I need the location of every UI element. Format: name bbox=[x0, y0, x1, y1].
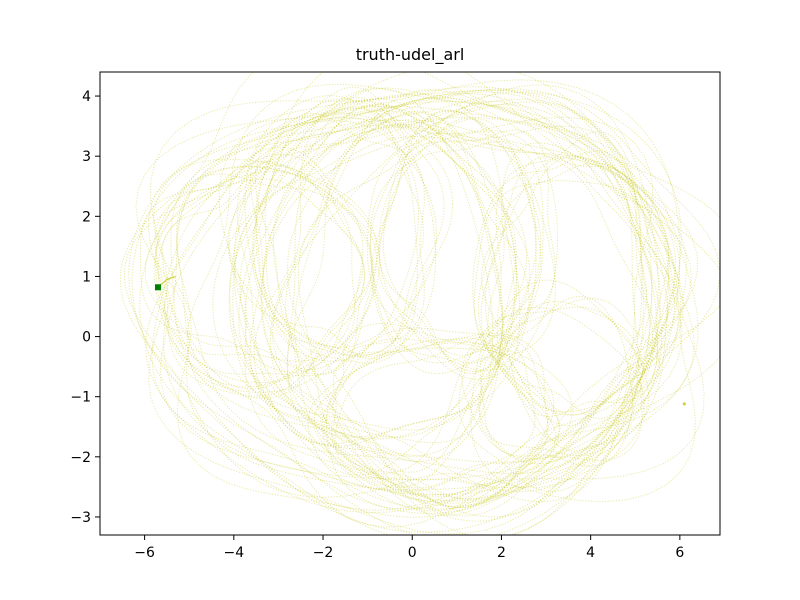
x-tick-label: 2 bbox=[497, 545, 506, 561]
trajectory-loop-20 bbox=[286, 126, 654, 498]
trajectory-loop-11 bbox=[123, 72, 697, 503]
trajectory-loop-36 bbox=[175, 166, 373, 397]
trajectory-loop-54 bbox=[378, 129, 556, 375]
trajectory-loop-88 bbox=[244, 87, 494, 457]
axes-frame bbox=[99, 71, 721, 536]
trajectory-loop-26 bbox=[262, 119, 669, 500]
trajectory-loop-48 bbox=[369, 110, 537, 364]
trajectory-loop-57 bbox=[484, 155, 679, 413]
trajectory-loop-49 bbox=[377, 139, 542, 356]
x-tick-label: −2 bbox=[313, 545, 334, 561]
trajectory-loop-76 bbox=[458, 306, 634, 492]
start-marker bbox=[154, 284, 161, 291]
y-tick-label: 0 bbox=[82, 330, 91, 346]
trajectory-loop-0 bbox=[139, 79, 681, 535]
trajectory-loop-31 bbox=[139, 153, 364, 373]
trajectory-loop-63 bbox=[472, 150, 642, 452]
x-tick-label: 0 bbox=[408, 545, 417, 561]
trajectory-loop-58 bbox=[487, 142, 685, 427]
trajectory-loop-67 bbox=[321, 327, 536, 492]
y-tick-label: 3 bbox=[82, 149, 91, 165]
trajectory-loop-19 bbox=[284, 89, 639, 517]
trajectory-loop-82 bbox=[232, 112, 518, 462]
trajectory-loop-9 bbox=[186, 83, 683, 510]
trajectory-loop-44 bbox=[244, 95, 419, 362]
trajectory-loop-83 bbox=[233, 105, 518, 440]
trajectory-loop-81 bbox=[239, 100, 521, 438]
trajectory-loop-5 bbox=[135, 100, 720, 496]
trajectory-loop-73 bbox=[461, 279, 643, 462]
trajectory-loop-6 bbox=[145, 105, 699, 514]
trajectory-loop-16 bbox=[287, 91, 682, 518]
trajectory-loop-56 bbox=[480, 156, 651, 442]
trajectory-loop-47 bbox=[264, 107, 425, 360]
trajectory-loop-65 bbox=[322, 347, 560, 502]
trajectory-loop-13 bbox=[131, 89, 653, 535]
y-tick-label: −2 bbox=[70, 450, 91, 466]
trajectory-end-point bbox=[682, 402, 686, 406]
x-tick-label: −6 bbox=[134, 545, 155, 561]
plot-area bbox=[119, 72, 720, 535]
trajectory-loop-17 bbox=[294, 97, 663, 502]
trajectory-loop-3 bbox=[148, 86, 720, 535]
trajectory-loop-75 bbox=[480, 295, 644, 467]
trajectory-loop-46 bbox=[228, 117, 419, 357]
trajectory-loop-50 bbox=[382, 141, 544, 373]
trajectory-loop-1 bbox=[159, 88, 720, 496]
trajectory-loop-22 bbox=[261, 101, 644, 535]
trajectory-loop-30 bbox=[148, 158, 378, 388]
trajectory-loop-21 bbox=[251, 119, 677, 507]
trajectory-loop-52 bbox=[371, 109, 556, 375]
trajectory-loop-39 bbox=[161, 164, 366, 375]
trajectory-loop-45 bbox=[255, 120, 438, 348]
trajectory-loop-71 bbox=[331, 337, 561, 501]
trajectory-loop-74 bbox=[479, 297, 661, 457]
trajectory-loop-32 bbox=[153, 171, 380, 393]
trajectory-loop-80 bbox=[212, 109, 504, 431]
trajectory-loop-34 bbox=[154, 178, 366, 399]
trajectory-loop-77 bbox=[478, 300, 650, 465]
trajectory-loop-28 bbox=[260, 84, 659, 493]
y-tick-label: −1 bbox=[70, 390, 91, 406]
trajectory-loop-14 bbox=[163, 116, 654, 528]
axes: −6 −4 −2 0 2 4 6 −3 −2 −1 0 1 2 3 4 bbox=[70, 71, 721, 561]
trajectory-loop-51 bbox=[369, 117, 542, 372]
trajectory-loop-40 bbox=[254, 96, 454, 364]
trajectory-loop-85 bbox=[249, 110, 530, 473]
trajectory-loop-66 bbox=[334, 334, 549, 508]
trajectory-loop-15 bbox=[170, 92, 676, 489]
trajectory-loop-53 bbox=[366, 118, 537, 364]
trajectory-loop-2 bbox=[119, 72, 705, 511]
trajectory-loop-86 bbox=[228, 97, 515, 488]
y-tick-label: 4 bbox=[82, 89, 91, 105]
trajectory-loop-84 bbox=[234, 103, 517, 445]
trajectory-loop-60 bbox=[495, 131, 676, 420]
trajectory-loop-27 bbox=[286, 135, 670, 522]
x-tick-label: −4 bbox=[223, 545, 244, 561]
trajectory-loop-55 bbox=[378, 130, 558, 380]
trajectory-loop-12 bbox=[128, 89, 682, 533]
trajectory-loop-68 bbox=[332, 332, 549, 509]
y-tick-label: 2 bbox=[82, 209, 91, 225]
x-tick-label: 6 bbox=[675, 545, 684, 561]
trajectory-loop-79 bbox=[229, 98, 504, 447]
trajectory-loop-89 bbox=[238, 112, 503, 476]
trajectory-loop-42 bbox=[226, 112, 425, 371]
y-tick-label: −3 bbox=[70, 510, 91, 526]
trajectory-loop-10 bbox=[162, 72, 661, 480]
trajectory-loop-4 bbox=[176, 91, 699, 518]
trajectory-loop-18 bbox=[253, 87, 695, 512]
chart-title: truth-udel_arl bbox=[356, 45, 465, 65]
trajectory-loop-24 bbox=[297, 100, 653, 503]
y-tick-label: 1 bbox=[82, 269, 91, 285]
trajectory-loop-41 bbox=[253, 107, 437, 358]
trajectory-loop-59 bbox=[480, 157, 670, 417]
trajectory-loop-64 bbox=[313, 323, 557, 489]
trajectory-loop-33 bbox=[144, 173, 356, 390]
trajectory-loop-87 bbox=[236, 124, 531, 438]
x-tick-label: 4 bbox=[586, 545, 595, 561]
trajectory-loop-25 bbox=[272, 124, 659, 517]
